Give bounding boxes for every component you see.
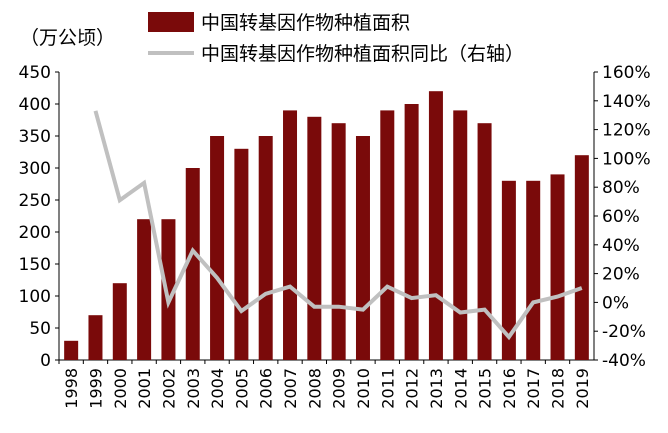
bar-2004 (210, 136, 224, 360)
bar-1999 (88, 315, 102, 360)
legend-line-label: 中国转基因作物种植面积同比（右轴） (201, 43, 524, 65)
x-tick-label: 2019 (573, 368, 592, 409)
x-tick-label: 2013 (427, 368, 446, 409)
bar-2001 (137, 219, 151, 360)
bar-2019 (575, 155, 589, 360)
x-tick-label: 2012 (403, 368, 422, 409)
right-tick-label: 20% (602, 265, 640, 285)
legend-bar-swatch (148, 12, 194, 32)
bar-2009 (332, 123, 346, 360)
bar-2007 (283, 110, 297, 360)
x-tick-label: 2008 (305, 368, 324, 409)
left-tick-label: 150 (19, 255, 51, 275)
bar-2013 (429, 91, 443, 360)
x-tick-label: 2001 (135, 368, 154, 409)
x-tick-label: 2005 (232, 368, 251, 409)
left-tick-label: 200 (19, 223, 51, 243)
left-tick-label: 100 (19, 287, 51, 307)
x-tick-label: 2009 (330, 368, 349, 409)
left-tick-label: 450 (19, 63, 51, 83)
right-tick-label: 80% (602, 178, 640, 198)
x-tick-label: 2016 (500, 368, 519, 409)
bar-2000 (113, 283, 127, 360)
x-tick-label: 2017 (524, 368, 543, 409)
x-tick-label: 2006 (257, 368, 276, 409)
x-tick-label: 1999 (86, 368, 105, 409)
legend-bar-label: 中国转基因作物种植面积 (201, 12, 410, 34)
right-tick-label: 40% (602, 236, 640, 256)
bar-2006 (259, 136, 273, 360)
left-tick-label: 350 (19, 127, 51, 147)
right-tick-label: -20% (602, 322, 646, 342)
bar-2015 (478, 123, 492, 360)
x-tick-label: 2003 (184, 368, 203, 409)
x-tick-label: 2007 (281, 368, 300, 409)
bar-2005 (234, 149, 248, 360)
left-tick-label: 250 (19, 191, 51, 211)
bar-2018 (551, 174, 565, 360)
x-tick-label: 2004 (208, 368, 227, 409)
x-tick-label: 2015 (476, 368, 495, 409)
x-tick-label: 2010 (354, 368, 373, 409)
right-tick-label: 100% (602, 149, 651, 169)
bar-2011 (380, 110, 394, 360)
bar-2010 (356, 136, 370, 360)
right-tick-label: 140% (602, 92, 651, 112)
x-tick-label: 2011 (378, 368, 397, 409)
bar-2008 (307, 117, 321, 360)
left-tick-label: 0 (40, 351, 51, 371)
right-tick-label: -40% (602, 351, 646, 371)
x-tick-label: 2002 (159, 368, 178, 409)
right-tick-label: 160% (602, 63, 651, 83)
left-tick-label: 400 (19, 95, 51, 115)
x-tick-label: 2014 (451, 368, 470, 409)
x-tick-label: 1998 (62, 368, 81, 409)
right-tick-label: 120% (602, 121, 651, 141)
x-tick-label: 2018 (549, 368, 568, 409)
y-unit-label: （万公顷） (20, 27, 115, 49)
x-tick-label: 2000 (111, 368, 130, 409)
bar-1998 (64, 341, 78, 360)
left-tick-label: 50 (29, 319, 51, 339)
left-tick-label: 300 (19, 159, 51, 179)
right-tick-label: 60% (602, 207, 640, 227)
bar-2014 (453, 110, 467, 360)
bar-2012 (405, 104, 419, 360)
right-tick-label: 0% (602, 293, 629, 313)
bar-2017 (526, 181, 540, 360)
